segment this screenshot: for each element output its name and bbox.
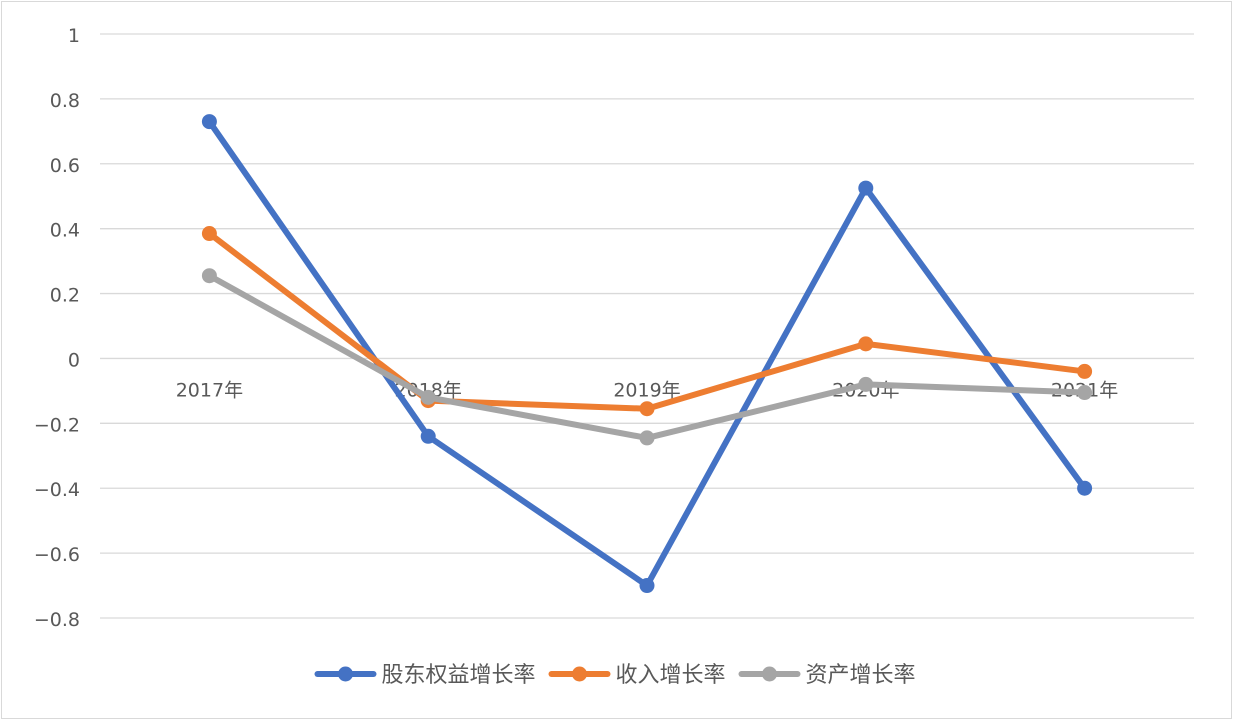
legend-label: 资产增长率 (806, 663, 916, 688)
legend-item: 股东权益增长率 (314, 663, 536, 688)
y-tick-label: −0.4 (34, 479, 80, 501)
y-tick-label: 0 (68, 349, 80, 371)
y-tick-label: 0.4 (50, 220, 80, 242)
y-tick-label: 0.6 (50, 155, 80, 177)
data-point (858, 180, 874, 196)
data-point (858, 376, 874, 392)
data-point (201, 114, 217, 130)
legend-item: 资产增长率 (738, 663, 916, 688)
y-axis-tick-labels: 1 0.8 0.6 0.4 0.2 0 −0.2 −0.4 −0.6 −0.8 (34, 25, 80, 631)
data-point (201, 268, 217, 284)
legend-item: 收入增长率 (548, 663, 726, 688)
gridlines (100, 33, 1194, 619)
series-3 (201, 268, 1093, 446)
data-point (858, 336, 874, 352)
y-tick-label: 1 (68, 25, 80, 47)
data-point (201, 226, 217, 242)
legend: 股东权益增长率 收入增长率 资产增长率 (314, 663, 916, 688)
data-point (1077, 363, 1093, 379)
data-point (1077, 480, 1093, 496)
legend-marker (338, 666, 353, 682)
data-point (420, 428, 436, 444)
legend-marker (762, 666, 777, 682)
data-point (639, 401, 655, 417)
y-tick-label: −0.8 (34, 609, 80, 631)
data-point (639, 578, 655, 594)
series-1 (201, 114, 1093, 594)
y-tick-label: 0.2 (50, 285, 80, 307)
x-tick-label: 2017年 (176, 379, 243, 401)
y-tick-label: −0.6 (34, 544, 80, 566)
data-point (639, 430, 655, 446)
legend-marker (572, 666, 587, 682)
y-tick-label: −0.2 (34, 414, 80, 436)
series-lines (201, 114, 1093, 594)
data-point (1077, 385, 1093, 401)
x-tick-label: 2019年 (613, 379, 680, 401)
y-tick-label: 0.8 (50, 90, 80, 112)
legend-label: 股东权益增长率 (382, 663, 536, 688)
legend-label: 收入增长率 (616, 663, 726, 688)
x-axis-category-labels: 2017年2018年2019年2020年2021年 (176, 379, 1119, 401)
data-point (420, 389, 436, 405)
